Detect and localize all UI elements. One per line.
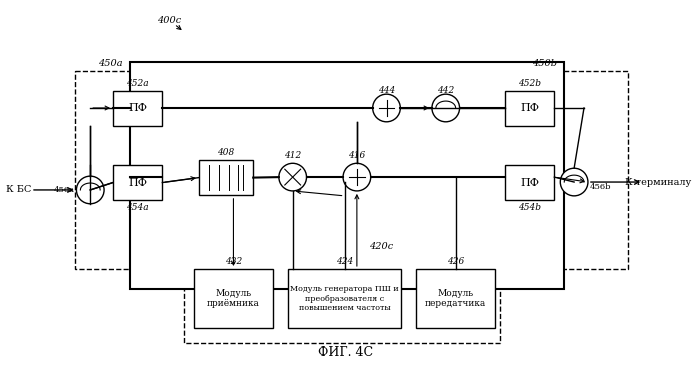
Text: 408: 408 (217, 148, 235, 157)
Text: 456a: 456a (54, 186, 75, 194)
Text: 454b: 454b (518, 203, 541, 212)
Bar (416, 269, 495, 328)
Text: ПФ: ПФ (520, 104, 539, 114)
Text: Модуль
приёмника: Модуль приёмника (207, 289, 260, 308)
Bar (490, 72, 628, 269)
Bar (184, 254, 500, 343)
Text: 450a: 450a (98, 59, 122, 68)
Text: 444: 444 (378, 86, 395, 95)
Text: 456b: 456b (590, 183, 611, 191)
Circle shape (77, 176, 104, 204)
Text: 450b: 450b (532, 59, 557, 68)
Text: 420c: 420c (369, 242, 394, 251)
Bar (130, 62, 564, 289)
Text: К БС: К БС (6, 186, 32, 194)
Bar (505, 91, 554, 126)
Text: 454a: 454a (126, 203, 149, 212)
Text: Модуль генератора ПШ и
преобразователя с
повышением частоты: Модуль генератора ПШ и преобразователя с… (290, 285, 399, 312)
Bar (194, 269, 273, 328)
Text: 452a: 452a (126, 79, 149, 88)
Text: ПФ: ПФ (128, 178, 147, 187)
Bar (75, 72, 194, 269)
Bar (113, 91, 163, 126)
Text: ФИГ. 4С: ФИГ. 4С (318, 347, 373, 359)
Circle shape (373, 94, 401, 122)
Text: 426: 426 (447, 256, 464, 266)
Bar (288, 269, 401, 328)
Circle shape (279, 163, 306, 191)
Text: ПФ: ПФ (520, 178, 539, 187)
Bar (505, 165, 554, 200)
Text: Модуль
передатчика: Модуль передатчика (425, 289, 487, 308)
Text: 412: 412 (284, 151, 302, 160)
Text: 416: 416 (348, 151, 366, 160)
Text: ПФ: ПФ (128, 104, 147, 114)
Circle shape (343, 163, 371, 191)
Text: 442: 442 (437, 86, 454, 95)
Text: К терминалу: К терминалу (625, 178, 691, 187)
Text: 400c: 400c (157, 16, 181, 24)
Bar (113, 165, 163, 200)
Text: 452b: 452b (518, 79, 541, 88)
Circle shape (560, 168, 588, 196)
Text: 424: 424 (336, 256, 353, 266)
Bar (199, 160, 253, 195)
Text: 422: 422 (225, 256, 242, 266)
Circle shape (432, 94, 459, 122)
